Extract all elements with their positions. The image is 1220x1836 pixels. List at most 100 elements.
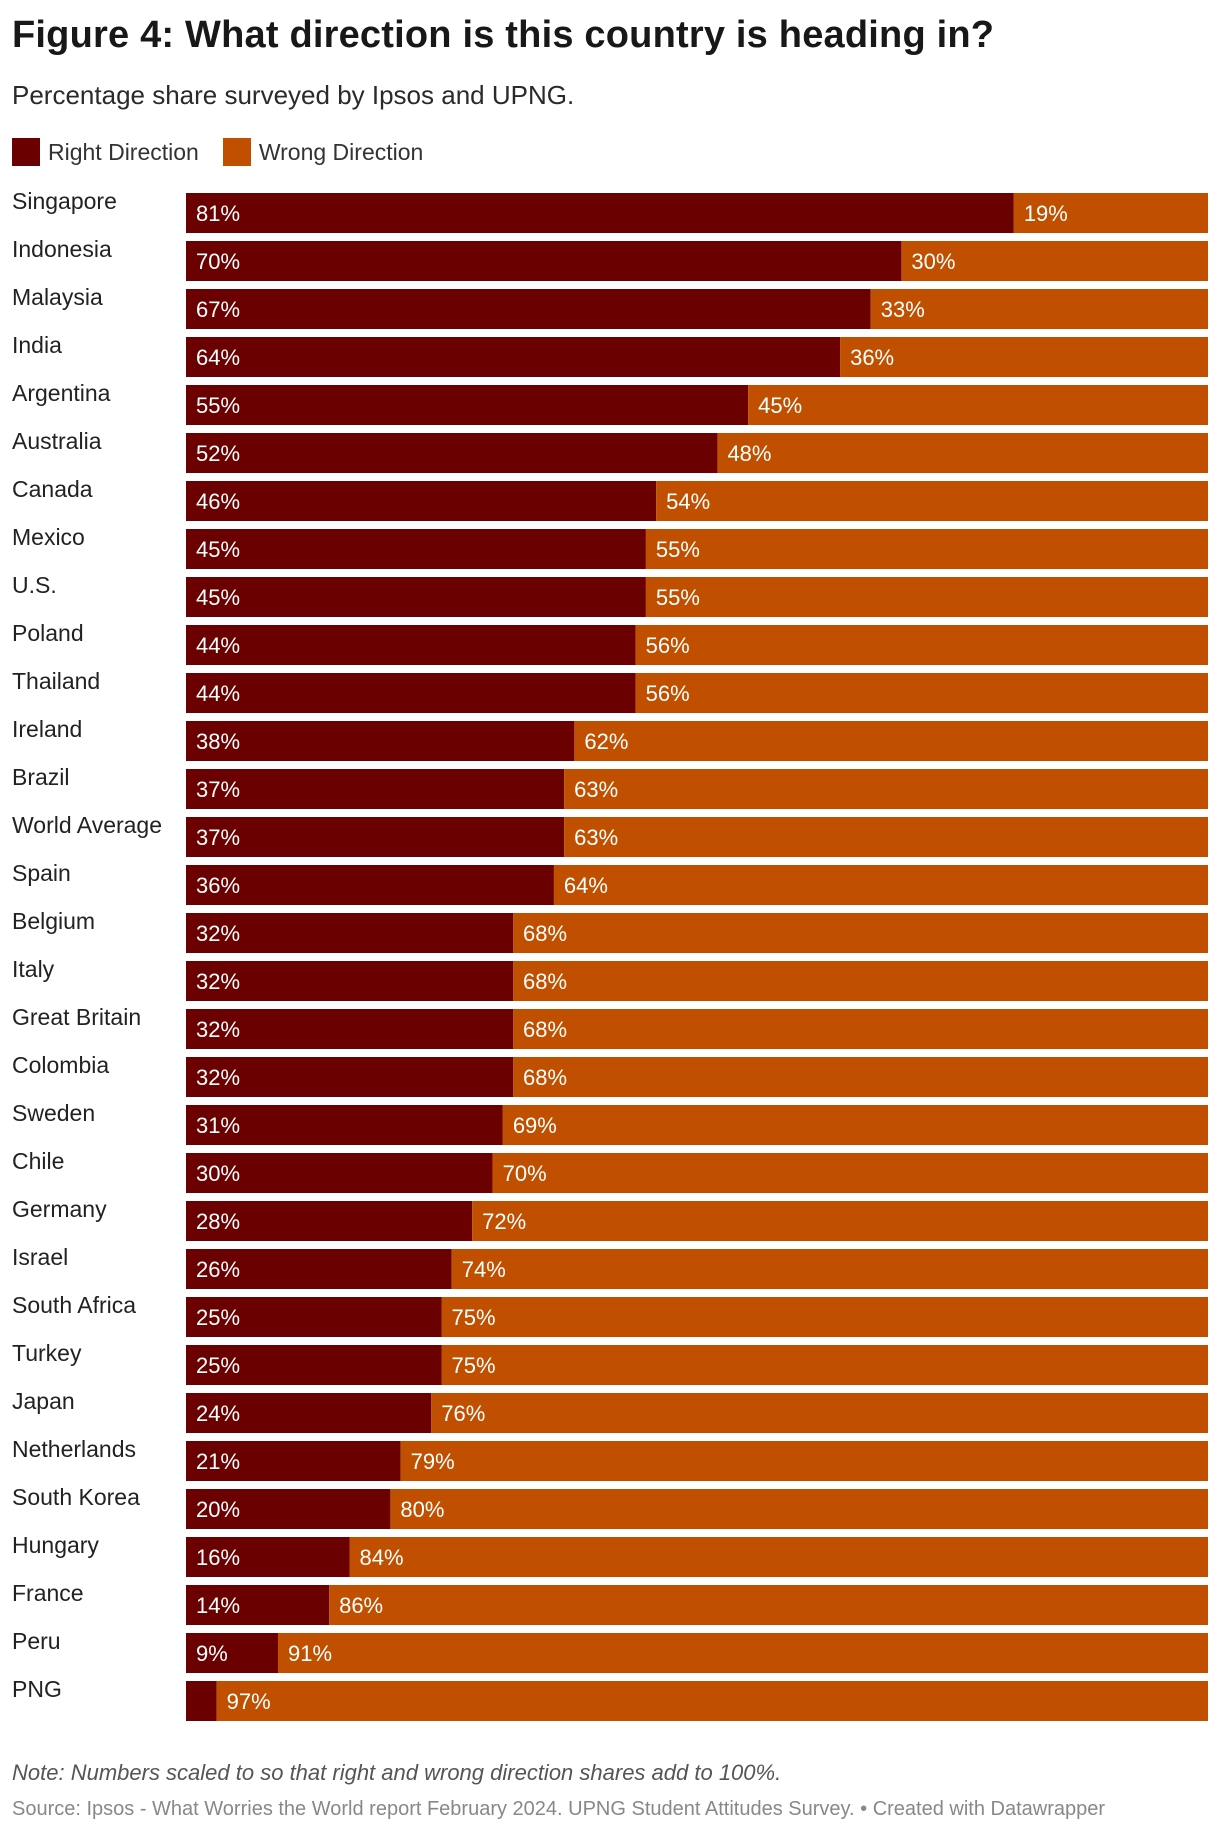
bar-row-u-s: U.S. 45% 55% (12, 572, 1208, 617)
value-label-wrong-direction: 97% (227, 1689, 271, 1714)
category-label: Netherlands (12, 1436, 136, 1462)
bar-right-direction (186, 1681, 217, 1721)
category-label: South Africa (12, 1292, 136, 1318)
value-label-wrong-direction: 56% (646, 681, 690, 706)
category-label: Argentina (12, 380, 111, 406)
bar-wrong-direction (431, 1393, 1208, 1433)
category-label: Israel (12, 1244, 68, 1270)
bar-wrong-direction (645, 577, 1208, 617)
bar-wrong-direction (645, 529, 1208, 569)
bar-wrong-direction (277, 1633, 1209, 1673)
bar-wrong-direction (492, 1153, 1209, 1193)
value-label-right-direction: 14% (196, 1593, 240, 1618)
value-label-right-direction: 32% (196, 921, 240, 946)
bar-wrong-direction (513, 913, 1208, 953)
bar-right-direction (186, 241, 902, 281)
bar-wrong-direction (441, 1345, 1208, 1385)
legend: Right Direction Wrong Direction (12, 138, 447, 166)
value-label-wrong-direction: 79% (411, 1449, 455, 1474)
value-label-right-direction: 9% (196, 1641, 228, 1666)
bar-row-colombia: Colombia 32% 68% (12, 1052, 1208, 1097)
bar-wrong-direction (870, 289, 1208, 329)
value-label-wrong-direction: 86% (339, 1593, 383, 1618)
category-label: Sweden (12, 1100, 95, 1126)
bar-right-direction (186, 865, 554, 905)
value-label-right-direction: 67% (196, 297, 240, 322)
bar-right-direction (186, 1105, 503, 1145)
bar-right-direction (186, 1537, 350, 1577)
category-label: Germany (12, 1196, 107, 1222)
bar-wrong-direction (656, 481, 1208, 521)
category-label: Great Britain (12, 1004, 141, 1030)
bar-right-direction (186, 673, 636, 713)
value-label-right-direction: 25% (196, 1353, 240, 1378)
bar-wrong-direction (564, 769, 1208, 809)
bar-right-direction (186, 1345, 442, 1385)
category-label: World Average (12, 812, 162, 838)
bar-row-india: India 64% 36% (12, 332, 1208, 377)
bar-right-direction (186, 1249, 452, 1289)
bar-wrong-direction (553, 865, 1208, 905)
value-label-wrong-direction: 70% (503, 1161, 547, 1186)
bar-row-israel: Israel 26% 74% (12, 1244, 1209, 1289)
legend-label-right-direction: Right Direction (48, 138, 199, 165)
bar-row-south-africa: South Africa 25% 75% (12, 1292, 1208, 1337)
value-label-right-direction: 28% (196, 1209, 240, 1234)
bar-row-south-korea: South Korea 20% 80% (12, 1484, 1208, 1529)
bar-row-argentina: Argentina 55% 45% (12, 380, 1208, 425)
value-label-right-direction: 25% (196, 1305, 240, 1330)
value-label-right-direction: 45% (196, 585, 240, 610)
value-label-right-direction: 30% (196, 1161, 240, 1186)
category-label: PNG (12, 1676, 62, 1702)
value-label-right-direction: 55% (196, 393, 240, 418)
bar-row-germany: Germany 28% 72% (12, 1196, 1208, 1241)
bar-right-direction (186, 1441, 401, 1481)
category-label: Ireland (12, 716, 82, 742)
value-label-wrong-direction: 75% (452, 1353, 496, 1378)
bar-row-ireland: Ireland 38% 62% (12, 716, 1208, 761)
chart-subtitle: Percentage share surveyed by Ipsos and U… (12, 80, 575, 110)
bar-right-direction (186, 961, 514, 1001)
category-label: Spain (12, 860, 71, 886)
value-label-wrong-direction: 36% (850, 345, 894, 370)
bar-wrong-direction (717, 433, 1208, 473)
bar-row-france: France 14% 86% (12, 1580, 1209, 1625)
category-label: Belgium (12, 908, 95, 934)
category-label: Peru (12, 1628, 61, 1654)
bar-row-mexico: Mexico 45% 55% (12, 524, 1208, 569)
bar-wrong-direction (635, 625, 1208, 665)
bar-right-direction (186, 1057, 514, 1097)
category-label: Canada (12, 476, 93, 502)
value-label-wrong-direction: 30% (911, 249, 955, 274)
category-label: France (12, 1580, 84, 1606)
bar-right-direction (186, 337, 841, 377)
bar-row-sweden: Sweden 31% 69% (12, 1100, 1208, 1145)
value-label-right-direction: 31% (196, 1113, 240, 1138)
value-label-right-direction: 52% (196, 441, 240, 466)
bar-right-direction (186, 1201, 473, 1241)
value-label-right-direction: 81% (196, 201, 240, 226)
bar-right-direction (186, 433, 718, 473)
bar-row-png: PNG 97% (12, 1676, 1208, 1721)
category-label: Mexico (12, 524, 85, 550)
chart-note: Note: Numbers scaled to so that right an… (12, 1760, 782, 1785)
value-label-right-direction: 32% (196, 1017, 240, 1042)
bar-row-indonesia: Indonesia 70% 30% (12, 236, 1208, 281)
value-label-right-direction: 16% (196, 1545, 240, 1570)
bar-right-direction (186, 721, 575, 761)
bar-row-italy: Italy 32% 68% (12, 956, 1208, 1001)
bar-right-direction (186, 769, 565, 809)
value-label-wrong-direction: 45% (758, 393, 802, 418)
value-label-wrong-direction: 68% (523, 921, 567, 946)
value-label-wrong-direction: 55% (656, 537, 700, 562)
bar-row-singapore: Singapore 81% 19% (12, 188, 1208, 233)
bar-right-direction (186, 1153, 493, 1193)
category-label: Japan (12, 1388, 75, 1414)
value-label-wrong-direction: 63% (574, 777, 618, 802)
legend-label-wrong-direction: Wrong Direction (258, 138, 424, 165)
bar-right-direction (186, 289, 871, 329)
bar-right-direction (186, 817, 565, 857)
bar-right-direction (186, 529, 646, 569)
bar-wrong-direction (1013, 193, 1208, 233)
value-label-wrong-direction: 33% (881, 297, 925, 322)
